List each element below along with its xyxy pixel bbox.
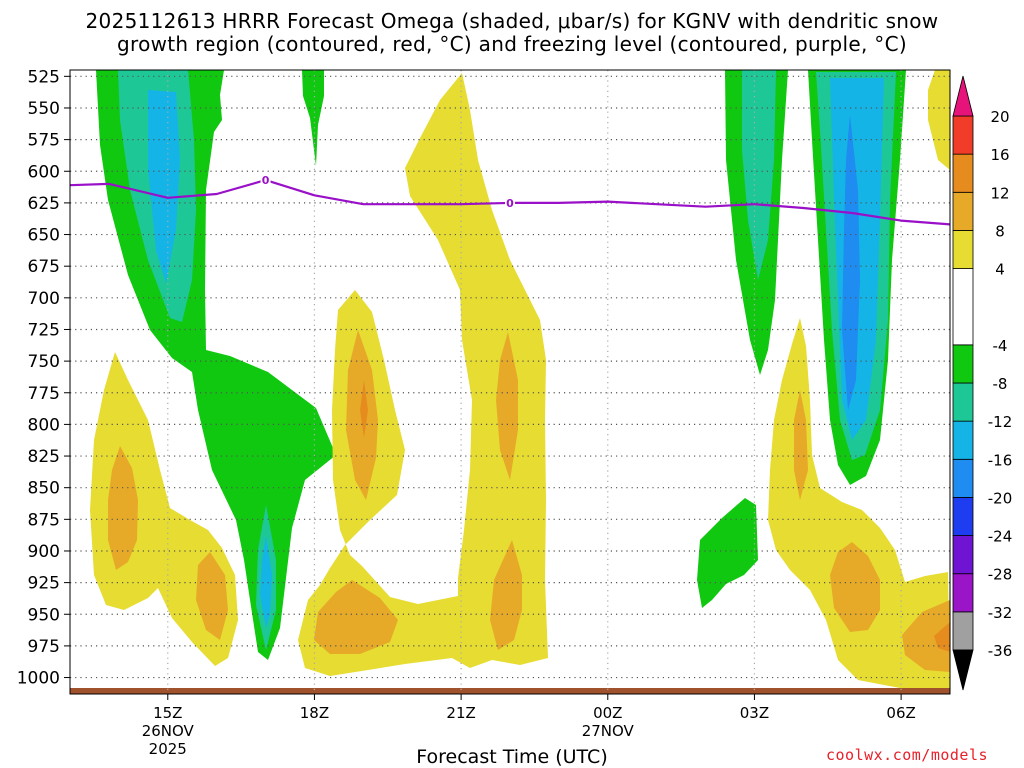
colorbar-bin — [952, 535, 974, 575]
y-tick-label: 800 — [28, 415, 60, 435]
freezing-level-layer: 00 — [70, 173, 950, 226]
freezing-level-label: 0 — [506, 197, 514, 210]
omega-descent-region — [934, 622, 950, 652]
colorbar-label: 16 — [990, 146, 1009, 164]
y-tick-label: 550 — [28, 99, 60, 119]
colorbar: 20 16 12 8 4 -4 -8 -12 -16 -20 -24 -28 -32 -36 — [952, 75, 1013, 691]
colorbar-label: -4 — [993, 337, 1008, 355]
y-tick-label: 650 — [28, 226, 60, 246]
omega-descent-region — [928, 70, 950, 170]
chart-title-line-1: 2025112613 HRRR Forecast Omega (shaded, … — [85, 9, 939, 33]
colorbar-bin — [952, 611, 974, 651]
omega-descent-region — [902, 600, 950, 672]
y-tick-label: 875 — [28, 510, 60, 530]
ground-layer — [70, 688, 950, 694]
colorbar-bin — [952, 344, 974, 384]
plot-frame — [69, 69, 951, 695]
colorbar-bin — [952, 230, 974, 269]
omega-ascent-region — [302, 70, 324, 166]
colorbar-label: -16 — [988, 451, 1013, 469]
gridlines — [70, 70, 950, 694]
colorbar-bin — [952, 497, 974, 536]
credit-link[interactable]: coolwx.com/models — [826, 746, 989, 764]
omega-ascent-region — [260, 535, 272, 628]
y-tick-label: 775 — [28, 384, 60, 404]
freezing-level-label-bg — [260, 173, 271, 187]
omega-ascent-region — [842, 115, 860, 410]
y-tick-label: 900 — [28, 542, 60, 562]
colorbar-bin — [952, 382, 974, 422]
omega-ascent-region — [148, 90, 180, 284]
y-tick-label: 925 — [28, 574, 60, 594]
omega-descent-region — [496, 332, 518, 480]
colorbar-label: 12 — [990, 184, 1009, 202]
omega-descent-region — [298, 73, 548, 676]
x-tick-label: 21Z — [446, 704, 475, 722]
colorbar-bin — [952, 420, 974, 460]
y-tick-label: 1000 — [17, 669, 60, 689]
y-tick-label: 575 — [28, 131, 60, 151]
y-tick-label: 850 — [28, 479, 60, 499]
ground-surface — [70, 688, 950, 694]
colorbar-bin — [952, 458, 974, 498]
freezing-level-label-bg — [505, 195, 515, 209]
colorbar-label: -20 — [988, 489, 1013, 507]
colorbar-label: -36 — [988, 642, 1013, 660]
y-tick-label: 825 — [28, 447, 60, 467]
y-axis: 525 550 575 600 625 650 675 700 725 750 775 800 825 8… — [17, 67, 70, 689]
x-tick-label: 03Z — [740, 704, 769, 722]
colorbar-bin — [952, 268, 974, 346]
colorbar-under-arrow — [952, 649, 974, 691]
omega-descent-region — [360, 380, 368, 438]
omega-ascent-region — [742, 70, 776, 280]
colorbar-label: 20 — [990, 108, 1009, 126]
y-tick-label: 600 — [28, 162, 60, 182]
omega-descent-region — [830, 542, 880, 632]
chart-title-line-2: growth region (contoured, red, °C) and f… — [117, 32, 907, 56]
x-tick-label: 2025 — [149, 740, 187, 758]
omega-field-layer — [90, 70, 950, 690]
y-tick-label: 975 — [28, 637, 60, 657]
colorbar-label: 8 — [995, 222, 1005, 240]
y-tick-label: 700 — [28, 289, 60, 309]
colorbar-bin — [952, 115, 974, 155]
x-tick-label: 06Z — [886, 704, 915, 722]
x-tick-label: 26NOV — [142, 722, 195, 740]
x-tick-label: 27NOV — [582, 722, 635, 740]
omega-descent-region — [768, 318, 950, 690]
x-tick-label: 00Z — [593, 704, 622, 722]
colorbar-bin — [952, 573, 974, 613]
y-tick-label: 725 — [28, 320, 60, 340]
colorbar-label: -32 — [988, 604, 1013, 622]
y-tick-label: 675 — [28, 257, 60, 277]
y-tick-label: 750 — [28, 352, 60, 372]
omega-descent-region — [490, 540, 522, 650]
x-axis-title: Forecast Time (UTC) — [416, 746, 608, 768]
x-tick-label: 18Z — [300, 704, 329, 722]
colorbar-label: 4 — [995, 261, 1005, 279]
colorbar-bin — [952, 191, 974, 231]
x-tick-label: 15Z — [153, 704, 182, 722]
colorbar-label: -28 — [988, 566, 1013, 584]
y-tick-label: 525 — [28, 67, 60, 87]
colorbar-label: -12 — [988, 413, 1013, 431]
omega-descent-region — [794, 390, 808, 500]
colorbar-bin — [952, 153, 974, 193]
colorbar-label: -8 — [993, 375, 1008, 393]
omega-ascent-region — [697, 498, 758, 608]
colorbar-label: -24 — [988, 528, 1013, 546]
freezing-level-label: 0 — [262, 174, 270, 187]
colorbar-over-arrow — [952, 75, 974, 117]
omega-descent-region — [314, 580, 398, 654]
y-tick-label: 950 — [28, 605, 60, 625]
y-tick-label: 625 — [28, 194, 60, 214]
omega-descent-region — [196, 552, 228, 640]
omega-descent-region — [108, 446, 138, 570]
